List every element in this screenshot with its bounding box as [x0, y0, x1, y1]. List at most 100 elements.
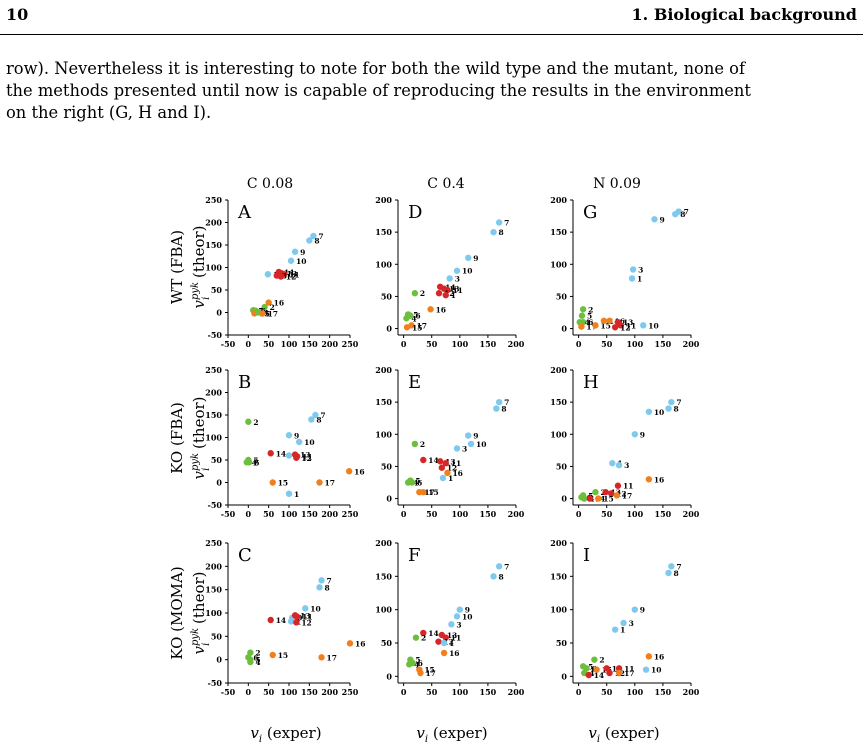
row-label: WT (FBA)vpyki (theor): [168, 225, 212, 308]
y-tick-label: 50: [556, 638, 568, 648]
y-tick-label: 150: [375, 397, 392, 407]
y-tick-label: 0: [386, 671, 392, 681]
data-point: [438, 464, 446, 471]
y-tick-label: 50: [211, 631, 223, 641]
y-tick-label: 200: [550, 195, 567, 205]
point-label: 4: [264, 309, 269, 318]
page-number: 10: [6, 5, 29, 24]
panel-letter: F: [408, 545, 421, 566]
panel-letter: I: [583, 545, 590, 566]
x-tick-label: 200: [683, 339, 700, 349]
point-label: 13: [449, 285, 459, 294]
point-label: 13: [300, 611, 310, 620]
point-label: 4: [413, 479, 418, 488]
row-label: KO (MOMA) vpyki (theor): [168, 566, 212, 659]
y-tick-label: 0: [216, 655, 222, 665]
data-point: [261, 303, 268, 311]
x-tick-label: 0: [401, 687, 407, 697]
data-point: [427, 306, 434, 313]
data-point: [592, 488, 599, 496]
x-axis-label: vi (exper): [588, 724, 659, 742]
point-label: 9: [640, 430, 645, 439]
x-tick-label: 100: [451, 509, 468, 519]
point-label: 17: [268, 309, 278, 318]
y-tick-label: 100: [375, 259, 392, 269]
body-line: row). Nevertheless it is interesting to …: [6, 59, 745, 78]
data-point: [600, 317, 608, 325]
point-label: 9: [294, 431, 299, 440]
data-point: [285, 490, 293, 497]
point-label: 9: [465, 606, 470, 615]
x-tick-label: 100: [451, 339, 468, 349]
x-tick-label: 50: [426, 339, 438, 349]
point-label: 17: [416, 321, 426, 330]
data-point: [267, 616, 274, 624]
point-label: 3: [638, 265, 643, 274]
data-point: [442, 634, 449, 641]
point-label: 1: [637, 274, 642, 283]
point-label: 14: [276, 616, 286, 625]
x-tick-label: 100: [451, 687, 468, 697]
point-label: 14: [428, 456, 438, 465]
point-label: 7: [327, 576, 332, 585]
data-point: [615, 665, 623, 672]
x-tick-label: 250: [342, 339, 359, 349]
row-label-text: KO (FBA): [168, 402, 186, 474]
data-point: [620, 619, 627, 627]
data-point: [439, 474, 447, 482]
data-point: [411, 440, 419, 448]
data-point: [609, 460, 616, 467]
point-label: 7: [684, 208, 689, 217]
y-tick-label: 0: [216, 308, 222, 318]
point-label: 4: [255, 658, 260, 667]
y-tick-label: 50: [381, 461, 393, 471]
point-label: 5: [587, 312, 592, 321]
y-tick-label: 200: [550, 538, 567, 548]
point-label: 16: [452, 469, 462, 478]
data-point: [409, 659, 416, 667]
data-point: [645, 408, 653, 415]
y-tick-label: 100: [375, 605, 392, 615]
data-point: [316, 479, 323, 486]
y-tick-label: 50: [556, 461, 568, 471]
data-point: [264, 271, 272, 278]
point-label: 17: [425, 669, 435, 678]
data-point: [285, 432, 293, 439]
data-point: [306, 237, 313, 244]
data-point: [456, 606, 464, 613]
data-point: [446, 275, 453, 282]
data-point: [420, 488, 427, 496]
data-point: [672, 210, 679, 218]
data-point: [606, 317, 613, 325]
point-label: 12: [616, 489, 626, 498]
data-point: [611, 324, 619, 331]
x-tick-label: 50: [601, 339, 613, 349]
x-tick-label: 50: [426, 509, 438, 519]
point-label: 11: [451, 459, 461, 468]
data-point: [645, 476, 653, 483]
x-tick-label: 200: [321, 687, 338, 697]
point-label: 8: [501, 405, 506, 414]
point-label: 11: [302, 452, 312, 461]
y-tick-label: 150: [375, 571, 392, 581]
y-tick-label: -50: [208, 330, 223, 340]
point-label: 12: [620, 323, 630, 332]
data-point: [440, 639, 448, 647]
point-label: 12: [443, 638, 453, 647]
x-tick-label: 0: [576, 339, 582, 349]
x-tick-label: 250: [342, 687, 359, 697]
data-point: [265, 299, 272, 306]
point-label: 5: [253, 456, 258, 465]
data-point: [665, 569, 672, 577]
point-label: 10: [648, 321, 658, 330]
point-label: 7: [504, 562, 509, 571]
data-point: [578, 323, 585, 330]
chapter-title: 1. Biological background: [631, 5, 857, 24]
data-point: [259, 310, 266, 317]
x-tick-label: 50: [263, 687, 275, 697]
point-label: 13: [287, 269, 297, 278]
x-axis-label: vi (exper): [416, 724, 487, 742]
y-tick-label: 150: [375, 227, 392, 237]
point-label: 8: [316, 416, 321, 425]
panel-letter: E: [408, 372, 421, 393]
